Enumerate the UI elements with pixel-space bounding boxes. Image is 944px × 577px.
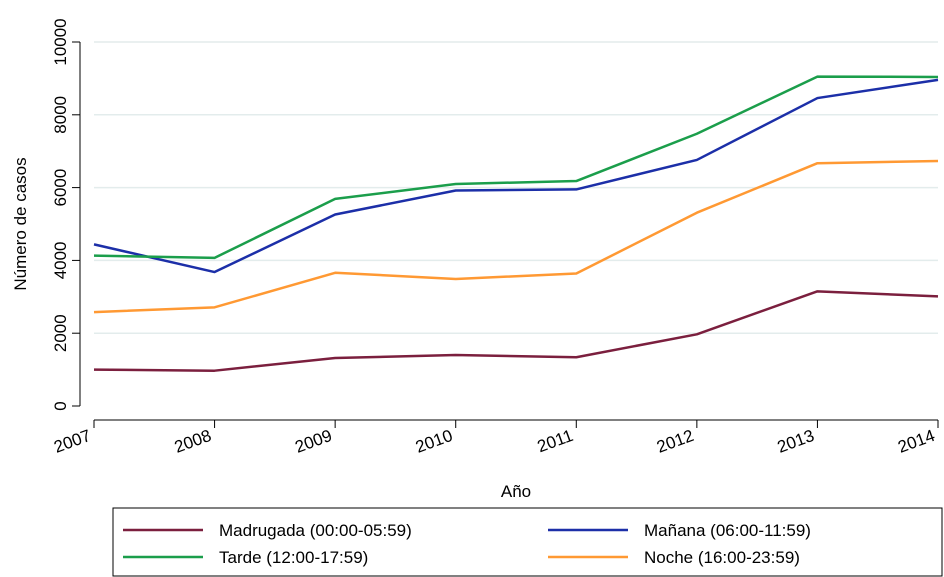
y-tick-label: 8000 [51,96,70,134]
series-line [93,290,939,372]
gridlines [94,41,938,334]
y-tick-label: 2000 [51,314,70,352]
series-line [93,78,939,274]
x-tick-label: 2008 [172,426,214,457]
legend-box [112,507,943,577]
legend-label: Noche (16:00-23:59) [644,548,800,567]
y-tick-label: 10000 [51,18,70,65]
series-line [93,159,939,314]
y-tick-label: 0 [51,401,70,410]
x-tick-label: 2014 [895,426,937,457]
y-ticks: 0 2000 4000 6000 8000 10000 [51,18,80,411]
legend: Madrugada (00:00-05:59) Mañana (06:00-11:… [112,507,943,577]
x-axis-title: Año [501,482,531,501]
legend-label: Tarde (12:00-17:59) [219,548,368,567]
axes [79,42,938,421]
y-axis-title: Número de casos [11,157,30,290]
x-tick-label: 2010 [413,426,455,457]
legend-label: Mañana (06:00-11:59) [644,521,811,540]
legend-label: Madrugada (00:00-05:59) [219,521,412,540]
x-tick-label: 2007 [51,426,93,457]
y-tick-label: 6000 [51,169,70,207]
x-ticks: 2007 2008 2009 2010 2011 2012 2013 2014 [51,420,939,457]
y-tick-label: 4000 [51,241,70,279]
x-tick-label: 2013 [775,426,817,457]
series-lines [93,75,939,372]
series-line [93,75,939,260]
x-tick-label: 2012 [654,426,696,457]
x-tick-label: 2011 [535,426,576,456]
x-tick-label: 2009 [292,426,334,457]
